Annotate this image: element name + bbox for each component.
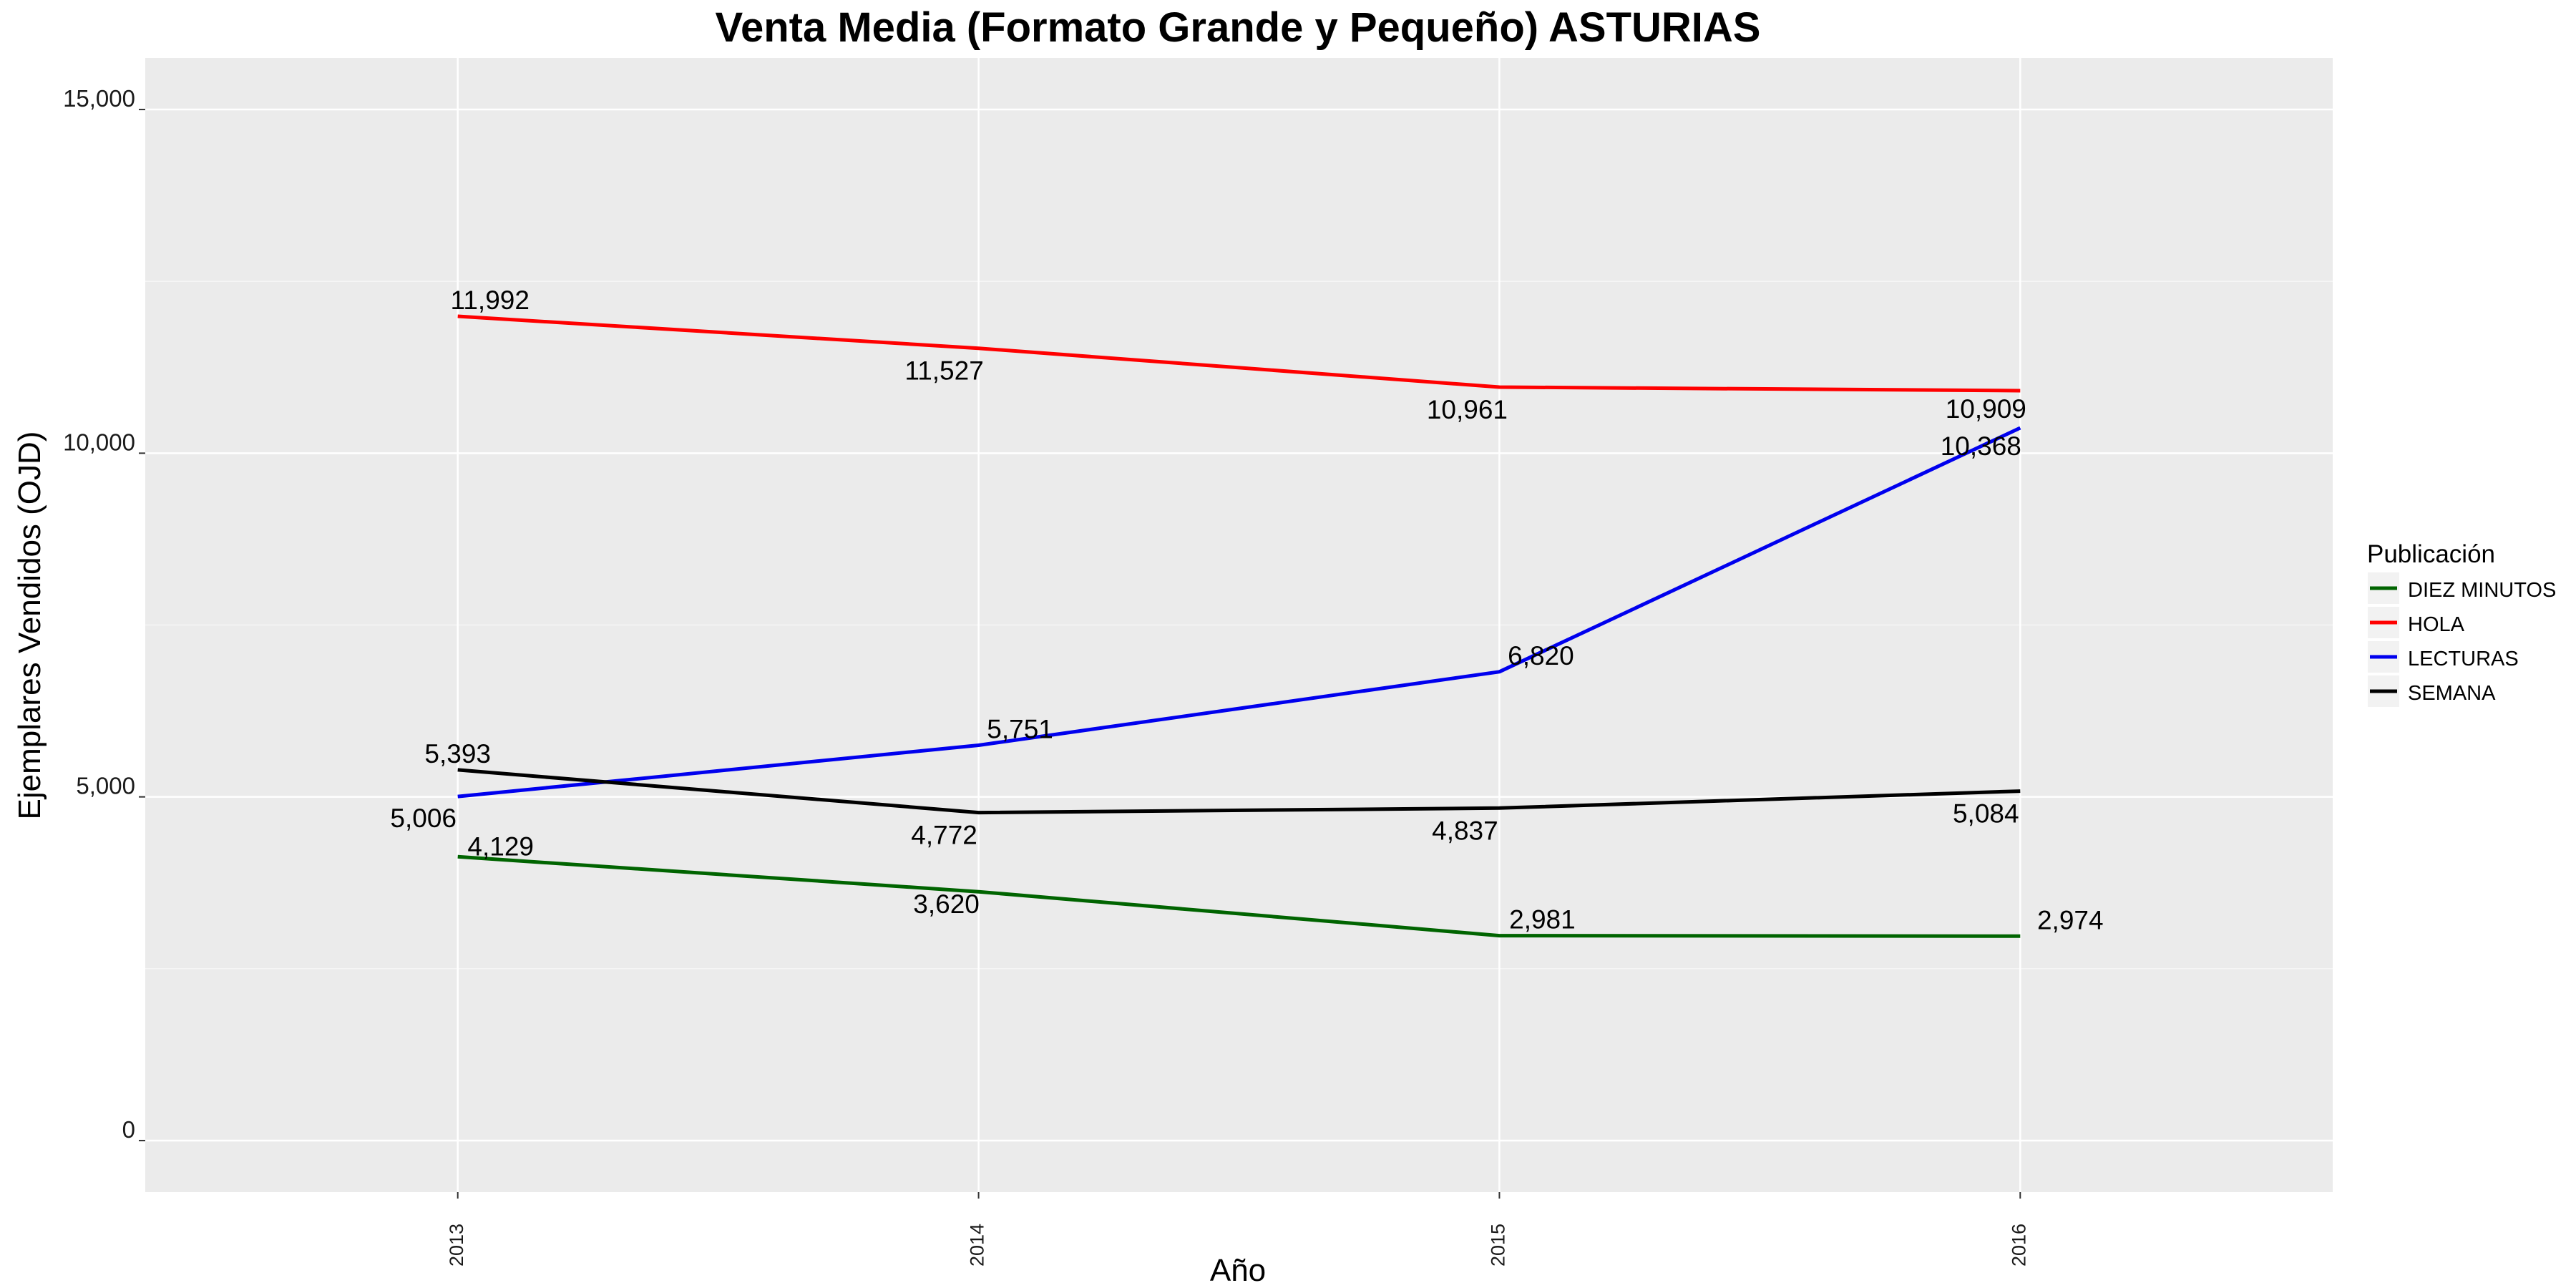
data-label: 5,084 bbox=[1953, 799, 2019, 829]
data-label: 5,751 bbox=[987, 715, 1053, 744]
data-label: 11,527 bbox=[904, 356, 983, 386]
data-label: 10,909 bbox=[1946, 394, 2026, 424]
data-label: 4,772 bbox=[911, 821, 977, 850]
x-tick-label: 2013 bbox=[446, 1224, 467, 1267]
series-line-hola bbox=[457, 314, 2021, 393]
legend-items: DIEZ MINUTOS HOLA LECTURAS SEMANA bbox=[2368, 572, 2556, 707]
data-label: 4,837 bbox=[1432, 816, 1498, 845]
data-label: 10,368 bbox=[1941, 431, 2021, 461]
x-axis-title: Año bbox=[1210, 1253, 1266, 1288]
data-label: 5,006 bbox=[390, 804, 457, 833]
legend-label: LECTURAS bbox=[2408, 648, 2519, 670]
x-tick-label: 2014 bbox=[967, 1224, 988, 1267]
x-axis: 2013 2014 2015 2016 bbox=[446, 1192, 2029, 1267]
data-label: 6,820 bbox=[1508, 641, 1574, 670]
data-label: 10,961 bbox=[1427, 395, 1508, 424]
y-tick-label: 5,000 bbox=[76, 773, 135, 799]
legend-label: HOLA bbox=[2408, 613, 2465, 636]
legend-label: SEMANA bbox=[2408, 682, 2496, 705]
x-tick-label: 2016 bbox=[2008, 1224, 2029, 1267]
y-tick-label: 10,000 bbox=[63, 429, 135, 455]
series-line-semana bbox=[457, 768, 2021, 815]
y-tick-label: 0 bbox=[122, 1116, 135, 1143]
series-line-lecturas bbox=[457, 426, 2021, 799]
data-labels: 4,129 3,620 2,981 2,974 11,992 11,527 10,961 10… bbox=[390, 286, 2103, 935]
series-line-diez-minutos bbox=[457, 854, 2021, 938]
grid-minor bbox=[145, 280, 2333, 970]
data-label: 11,992 bbox=[451, 286, 530, 315]
data-label: 4,129 bbox=[467, 831, 534, 861]
data-label: 5,393 bbox=[424, 739, 491, 769]
data-label: 3,620 bbox=[913, 889, 980, 919]
data-label: 2,981 bbox=[1509, 905, 1576, 935]
legend-label: DIEZ MINUTOS bbox=[2408, 579, 2556, 602]
grid-major bbox=[145, 58, 2333, 1192]
series-lines bbox=[457, 314, 2021, 938]
y-tick-label: 15,000 bbox=[63, 85, 135, 112]
y-axis-title: Ejemplares Vendidos (OJD) bbox=[12, 431, 47, 820]
y-axis: 0 5,000 10,000 15,000 bbox=[63, 85, 145, 1143]
data-label: 2,974 bbox=[2037, 905, 2104, 935]
legend: Publicación DIEZ MINUTOS HOLA LECTURAS SEMA… bbox=[2367, 540, 2556, 707]
x-tick-label: 2015 bbox=[1488, 1224, 1509, 1267]
chart-title: Venta Media (Formato Grande y Pequeño) A… bbox=[716, 4, 1761, 51]
legend-title: Publicación bbox=[2367, 540, 2495, 568]
